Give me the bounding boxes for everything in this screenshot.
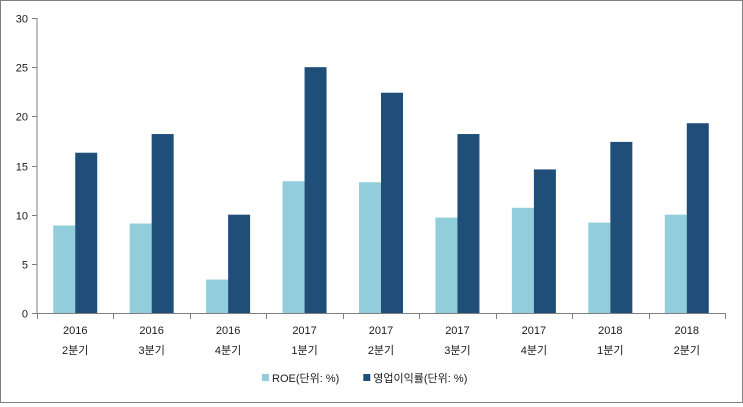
bar-roe <box>282 181 305 313</box>
x-category-label: 4분기 <box>521 344 547 357</box>
y-tick-label: 15 <box>16 162 28 174</box>
bar-roe <box>511 207 534 313</box>
bar-operating-margin <box>533 169 556 313</box>
x-category-label: 4분기 <box>215 344 241 357</box>
bar-roe <box>129 223 152 313</box>
y-tick-label: 0 <box>22 309 28 321</box>
x-category-label: 2016 <box>63 325 87 337</box>
x-category-label: 2016 <box>139 325 163 337</box>
bar-operating-margin <box>151 134 174 313</box>
x-category-label: 2분기 <box>62 344 88 357</box>
bar-operating-margin <box>381 92 403 313</box>
bar-roe <box>53 225 76 313</box>
x-category-label: 2017 <box>445 325 469 337</box>
y-tick-label: 25 <box>16 63 28 75</box>
y-tick-label: 20 <box>16 112 28 124</box>
x-category-label: 2018 <box>675 325 699 337</box>
x-category-label: 2017 <box>522 325 546 337</box>
x-category-label: 2017 <box>369 325 393 337</box>
bar-roe <box>206 279 229 313</box>
x-category-label: 2016 <box>216 325 240 337</box>
bar-roe <box>664 214 687 313</box>
legend: ROE(단위: %) 영업이익률(단위: %) <box>262 372 467 385</box>
y-tick-label: 5 <box>22 260 28 272</box>
legend-label: 영업이익률(단위: %) <box>373 372 467 385</box>
x-category-label: 2분기 <box>368 344 394 357</box>
bar-roe <box>588 222 611 313</box>
x-category-label: 3분기 <box>444 344 470 357</box>
bar-operating-margin <box>75 152 98 313</box>
x-category-label: 2분기 <box>674 344 700 357</box>
bar-operating-margin <box>304 67 327 314</box>
bar-operating-margin <box>610 141 633 313</box>
bar-roe <box>359 182 381 313</box>
x-category-label: 2018 <box>598 325 622 337</box>
legend-label: ROE(단위: %) <box>272 372 339 385</box>
legend-swatch <box>262 374 269 381</box>
y-tick-label: 30 <box>16 14 28 26</box>
legend-swatch <box>363 374 371 381</box>
x-category-label: 1분기 <box>291 344 317 357</box>
plot-area: 0 5 10 15 20 25 30 2016 2분기 2016 3분기 2016 4분기 2017 1분기… <box>16 14 726 357</box>
bar-roe <box>435 217 458 313</box>
x-category-label: 1분기 <box>597 344 623 357</box>
bar-operating-margin <box>686 123 709 313</box>
x-category-label: 2017 <box>292 325 316 337</box>
bar-operating-margin <box>228 214 251 313</box>
bar-operating-margin <box>457 134 480 313</box>
y-tick-label: 10 <box>16 211 28 223</box>
x-category-label: 3분기 <box>138 344 164 357</box>
